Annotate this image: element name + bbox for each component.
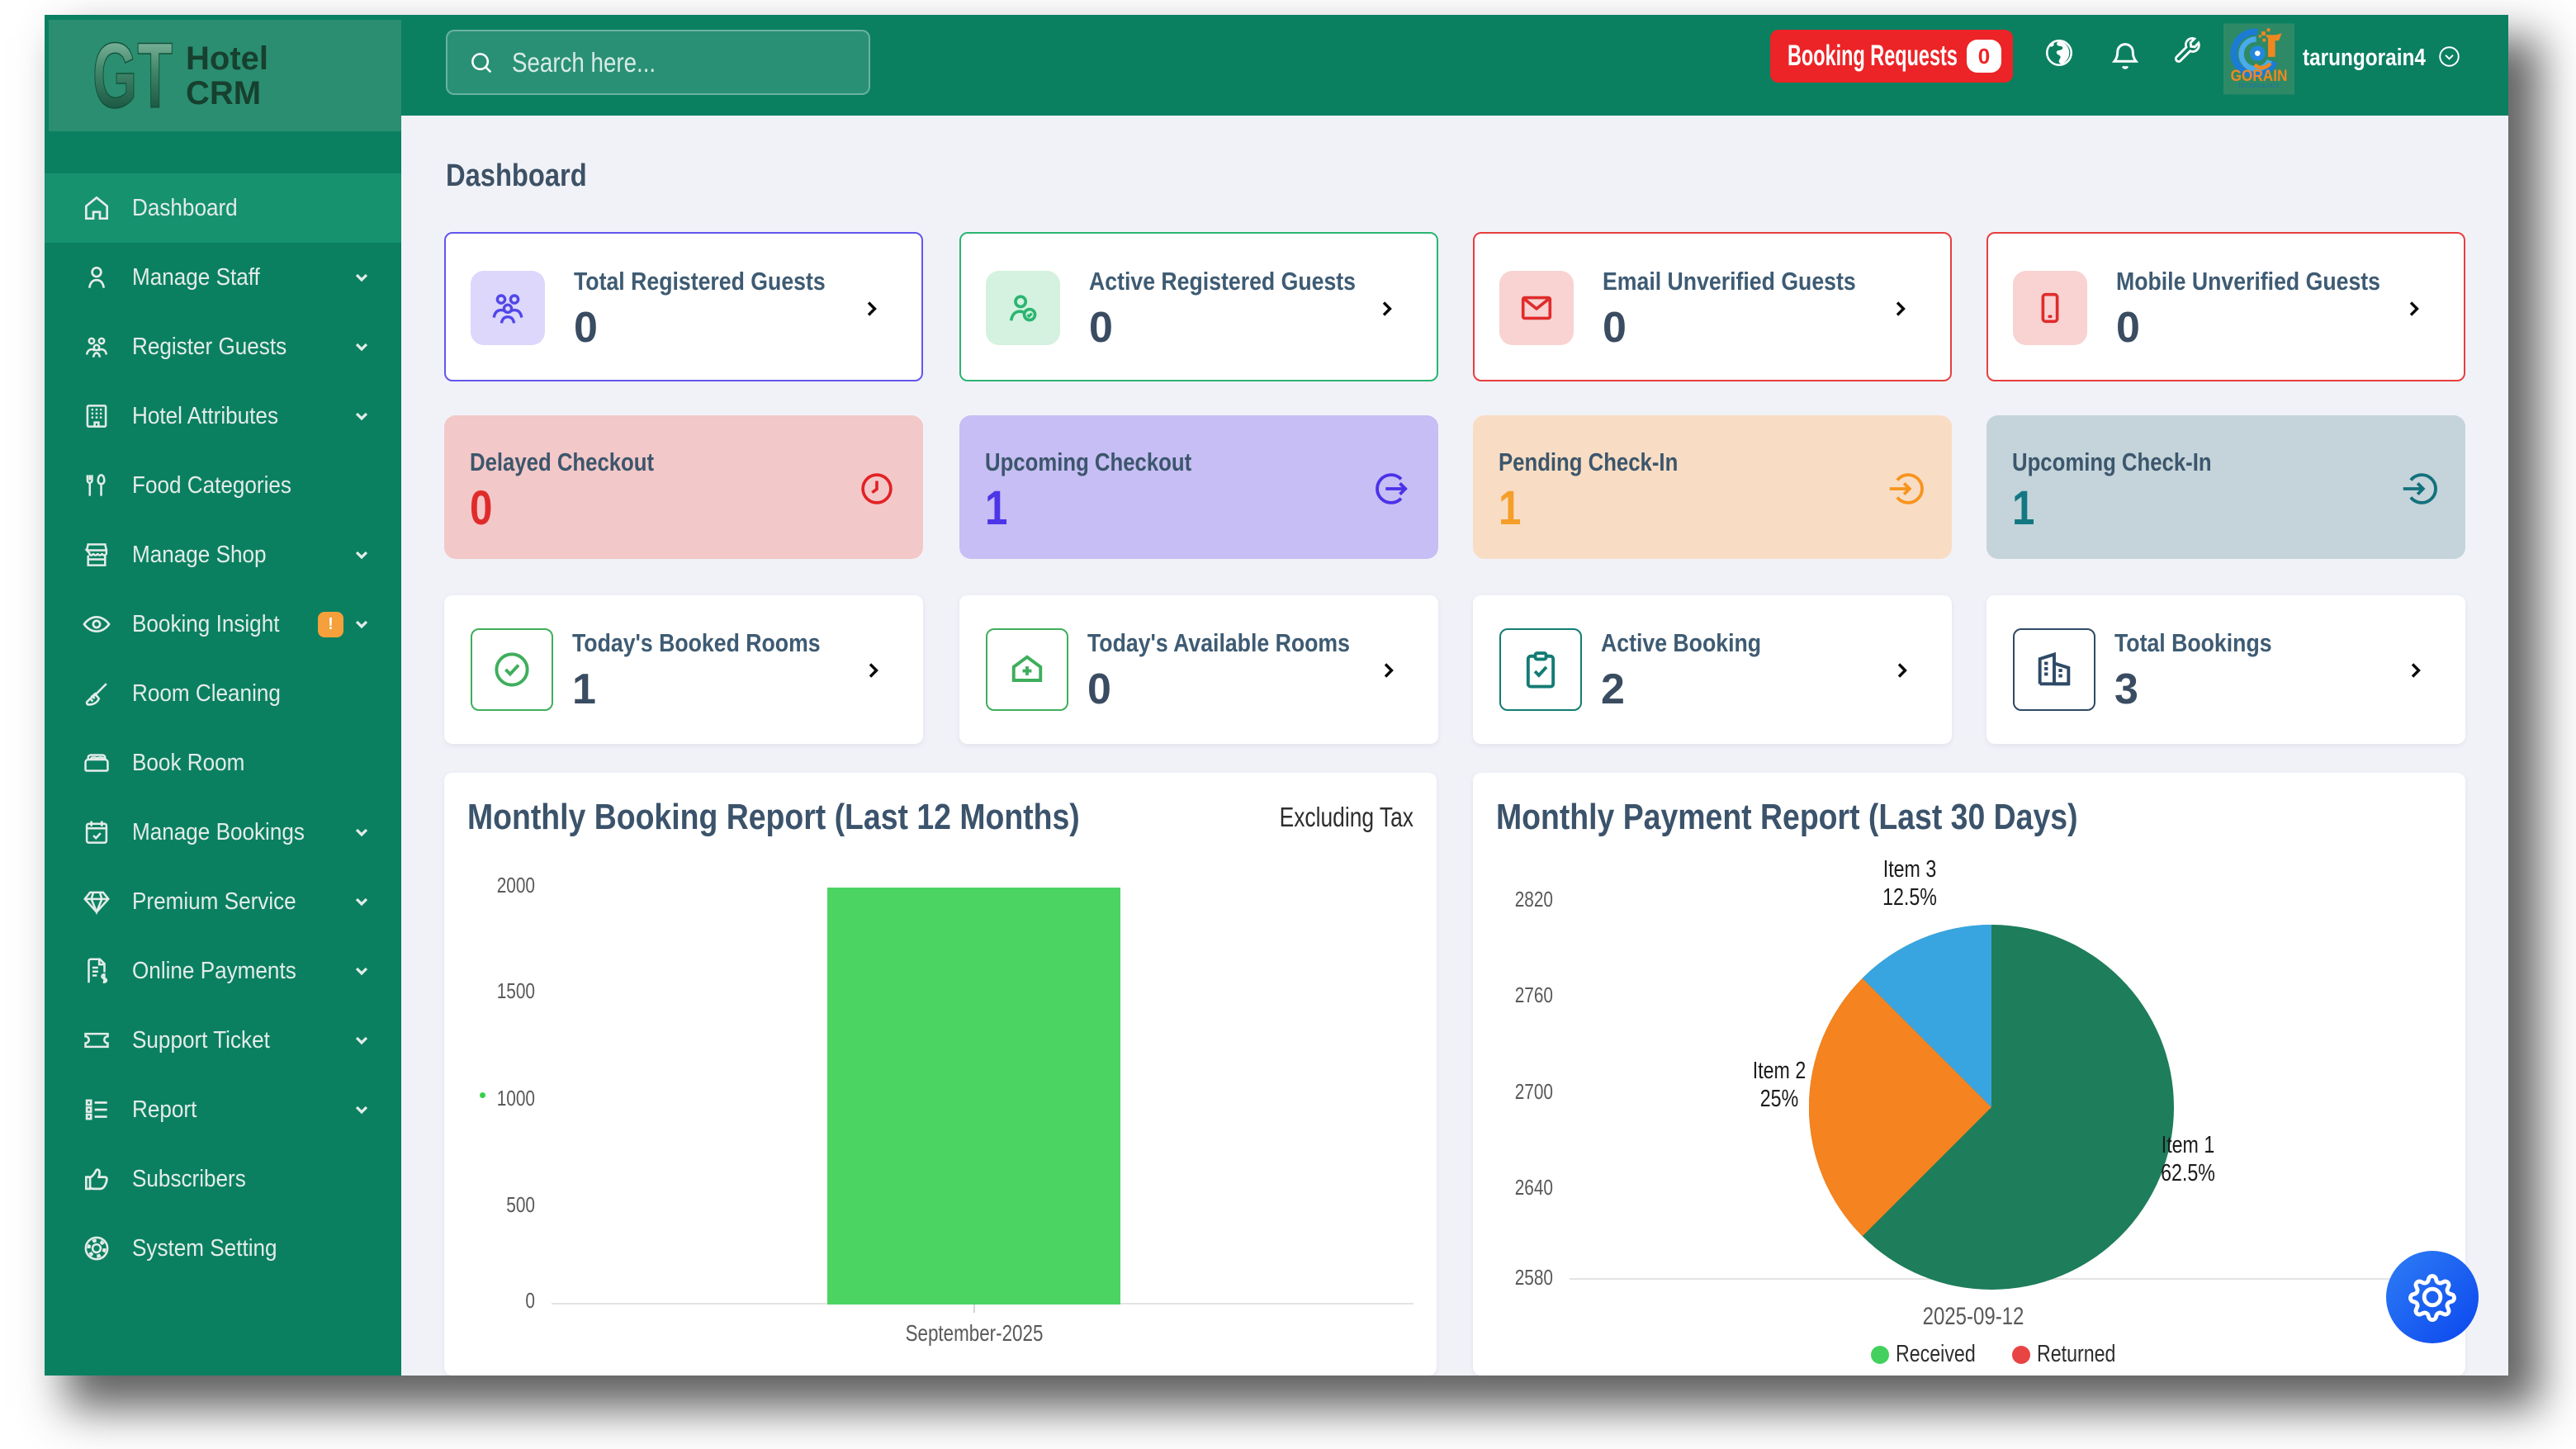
- svg-text:TECHNOLOGY: TECHNOLOGY: [2237, 82, 2280, 89]
- svg-text:GT: GT: [92, 24, 173, 127]
- svg-text:GORAIN: GORAIN: [2231, 67, 2288, 85]
